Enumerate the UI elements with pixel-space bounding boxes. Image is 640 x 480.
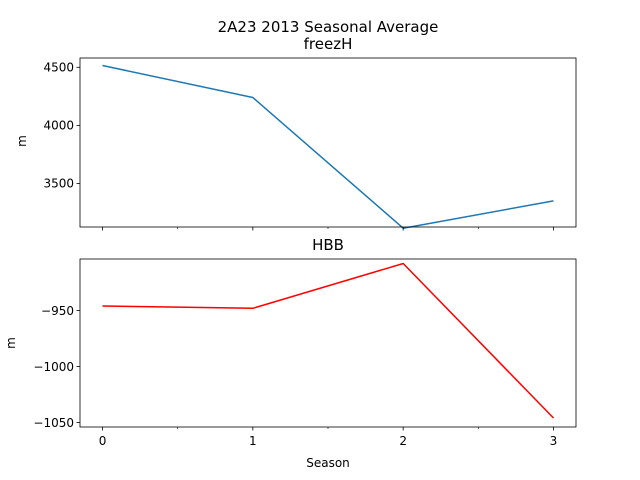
subplot-title: HBB [312, 236, 344, 254]
y-tick-label: −1000 [33, 360, 74, 374]
series-line [102, 262, 555, 419]
y-tick-label: −950 [41, 304, 74, 318]
subplot-hbb: HBB m Season −1050 −1000 −950 0 1 2 3 [4, 236, 577, 470]
x-tick-label: 1 [249, 434, 257, 448]
x-axis-label: Season [306, 456, 350, 470]
x-tick-label: 0 [99, 434, 107, 448]
plot-area: −1050 −1000 −950 0 1 2 3 [33, 258, 577, 448]
y-axis-label: m [15, 135, 29, 147]
y-axis-label: m [4, 337, 18, 349]
x-tick-label: 3 [550, 434, 558, 448]
y-tick-label: 3500 [43, 177, 74, 191]
y-tick-label: 4500 [43, 61, 74, 75]
subplot-title: freezH [304, 35, 353, 53]
plot-area: 3500 4000 4500 [43, 57, 577, 231]
series-line [102, 64, 554, 229]
subplot-freezh: freezH m 3500 4000 4500 [15, 35, 577, 231]
x-tick-label: 2 [399, 434, 407, 448]
y-tick-label: 4000 [43, 119, 74, 133]
figure-title: 2A23 2013 Seasonal Average [218, 18, 439, 36]
y-tick-label: −1050 [33, 416, 74, 430]
